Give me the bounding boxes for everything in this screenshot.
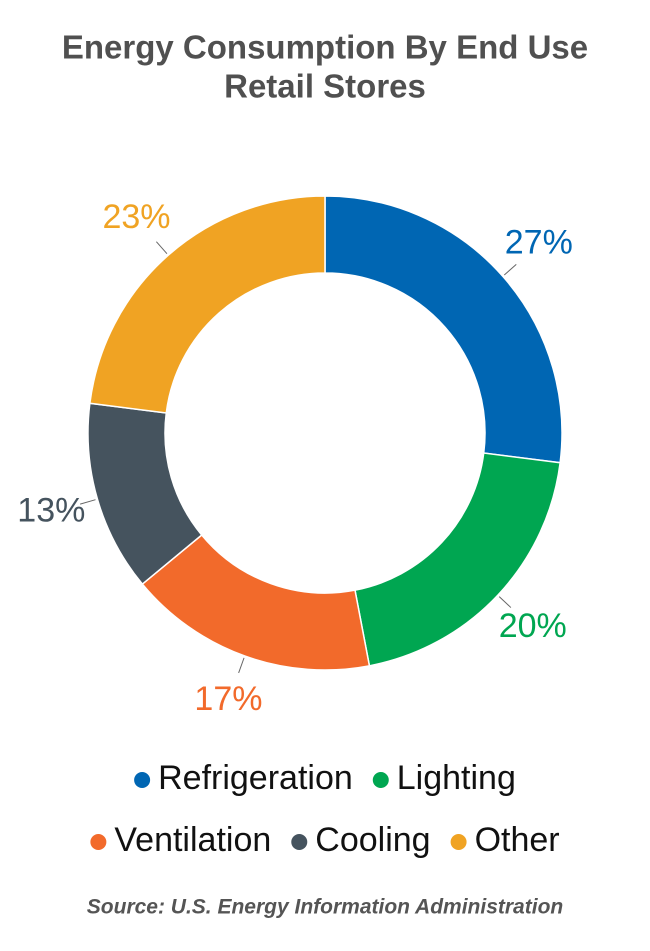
leader-line [503, 263, 517, 276]
legend-row: Ventilation Cooling Other [90, 821, 560, 859]
source: Source: U.S. Energy Information Administ… [87, 896, 563, 919]
legend-marker [372, 772, 389, 788]
value-label: 23% [102, 198, 170, 236]
legend-label: Refrigeration [158, 759, 353, 797]
value-label: 17% [194, 680, 262, 718]
legend-label: Lighting [397, 759, 516, 797]
donut-segment [89, 195, 326, 414]
value-label: 20% [499, 607, 567, 645]
chart-title: Energy Consumption By End Use [62, 29, 588, 66]
donut-segment [324, 195, 563, 464]
leader-line [155, 241, 168, 255]
leader-line [79, 499, 96, 505]
legend-marker [291, 834, 308, 850]
legend-marker [90, 834, 107, 850]
chart-subtitle: Retail Stores [224, 68, 426, 105]
value-label: 27% [505, 224, 573, 262]
leader-line [498, 596, 512, 608]
legend-row: Refrigeration Lighting [134, 759, 516, 797]
leader-line [238, 657, 245, 674]
value-label: 13% [17, 491, 85, 529]
legend-label: Cooling [315, 821, 430, 859]
legend-marker [134, 772, 151, 788]
legend-marker [450, 834, 467, 850]
legend-label: Ventilation [114, 821, 271, 859]
legend-label: Other [475, 821, 560, 859]
